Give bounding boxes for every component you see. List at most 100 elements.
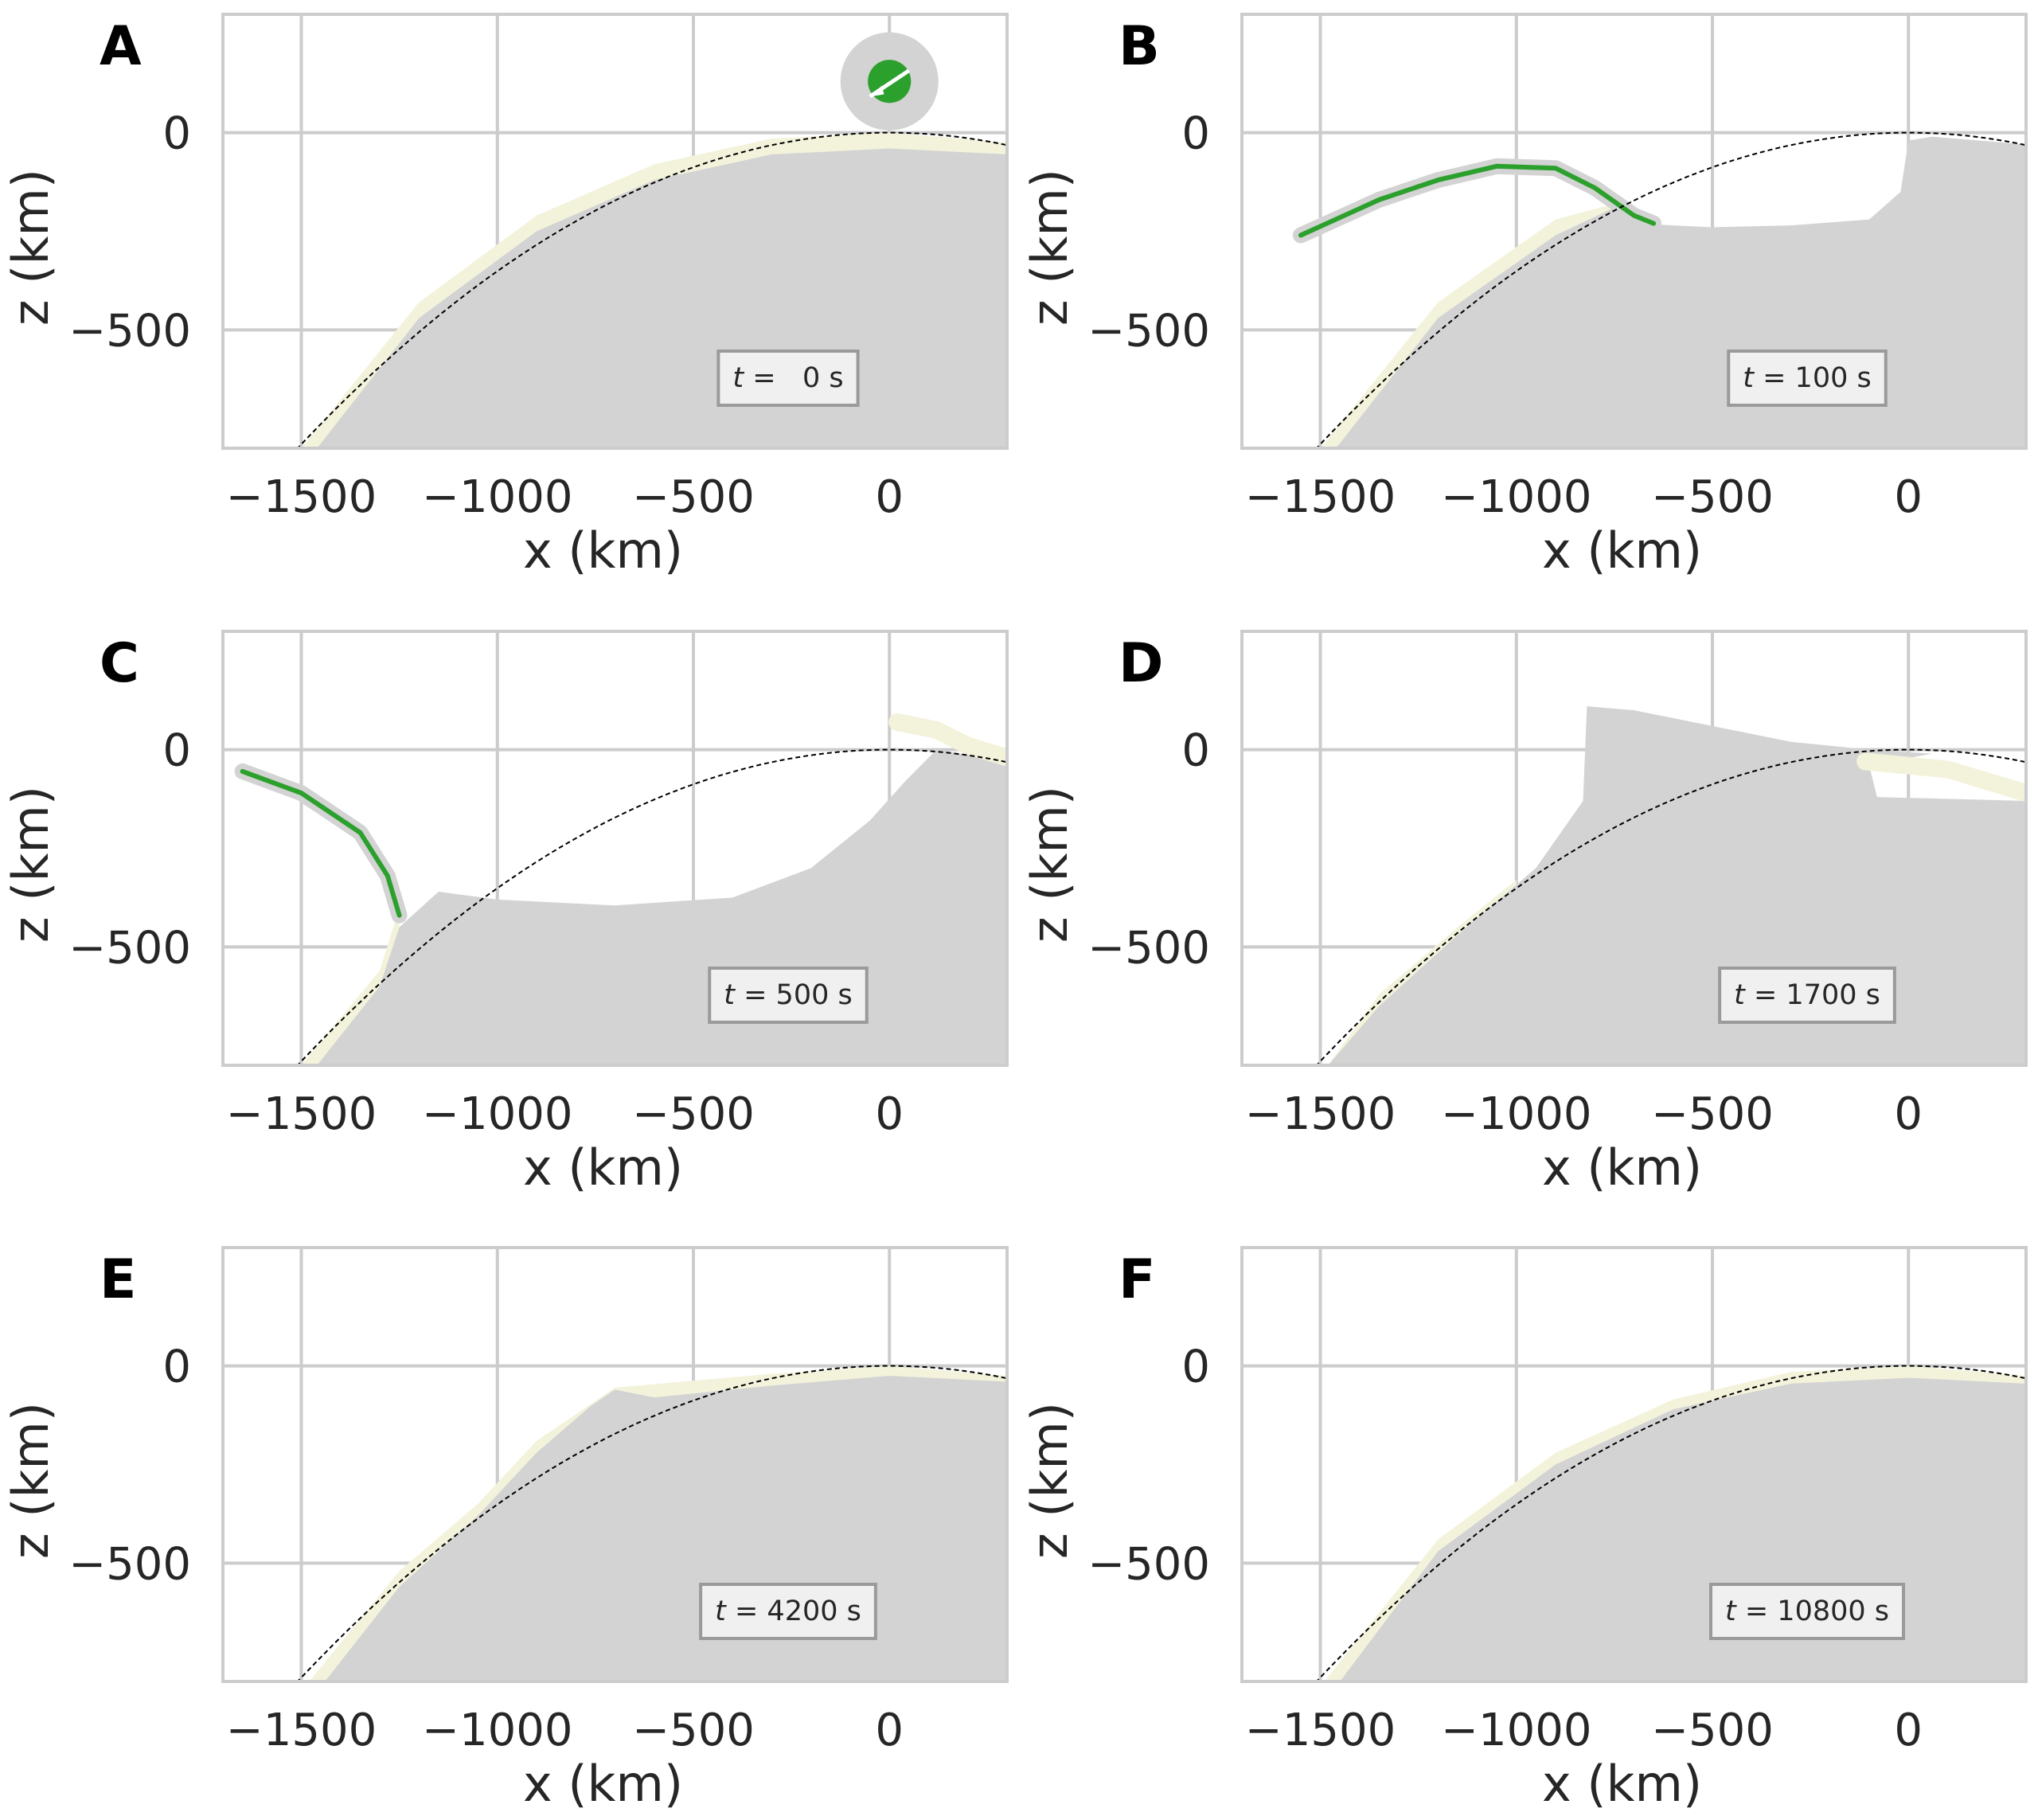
x-axis-label: x (km) (1542, 1755, 1702, 1813)
time-annotation: t = 4200 s (699, 1583, 877, 1640)
y-tick-label: 0 (162, 725, 191, 777)
panel-letter: E (100, 1248, 136, 1311)
time-annotation-box (708, 967, 869, 1024)
y-axis-label: z (km) (1021, 786, 1079, 943)
time-annotation: t = 10800 s (1708, 1583, 1906, 1640)
x-tick-label: 0 (1894, 1088, 1923, 1140)
x-tick-label: −1500 (226, 471, 377, 523)
y-axis-label: z (km) (1021, 1402, 1079, 1559)
y-tick-label: −500 (1087, 1538, 1210, 1590)
y-axis-label: z (km) (1021, 169, 1079, 326)
time-label: t = 10800 s (1725, 1595, 1889, 1627)
time-annotation: t = 0 s (716, 350, 860, 407)
panel-letter: C (100, 632, 139, 695)
time-label: t = 100 s (1743, 362, 1871, 394)
x-tick-label: −500 (1651, 1705, 1774, 1756)
y-tick-label: 0 (1181, 725, 1210, 777)
y-tick-label: 0 (1181, 1342, 1210, 1393)
impactor-material (1298, 163, 1657, 238)
x-tick-label: 0 (1894, 1705, 1923, 1756)
panel-letter: F (1119, 1248, 1155, 1311)
axes-frame (221, 1246, 1009, 1683)
x-axis-label: x (km) (1542, 521, 1702, 580)
time-value: = 100 s (1754, 362, 1872, 394)
y-axis-label: z (km) (2, 1402, 60, 1559)
x-axis-label: x (km) (523, 1138, 683, 1197)
time-symbol: t (715, 1595, 727, 1627)
x-axis-label: x (km) (523, 521, 683, 580)
y-axis-label: z (km) (2, 786, 60, 943)
time-annotation: t = 500 s (708, 967, 869, 1024)
panel-letter: A (100, 15, 142, 78)
time-label: t = 1700 s (1734, 979, 1880, 1011)
impact-arrow-head (869, 85, 884, 97)
panel-letter: D (1119, 632, 1163, 695)
y-tick-label: −500 (1087, 922, 1210, 974)
rim-flap (1856, 752, 2026, 803)
reference-surface (296, 1365, 1007, 1681)
reference-surface (1315, 748, 2026, 1065)
time-value: = 0 s (744, 362, 843, 394)
panel-C: −1500 −1000 −500 0 −500 0 x (km) z (km) Ct = 500… (2, 630, 1009, 1197)
y-tick-label: 0 (1181, 108, 1210, 160)
x-tick-label: −500 (1651, 1088, 1774, 1140)
y-tick-label: 0 (162, 1342, 191, 1393)
time-label: t = 4200 s (715, 1595, 861, 1627)
x-tick-label: 0 (875, 1088, 904, 1140)
time-symbol: t (732, 362, 744, 394)
reference-surface (296, 748, 1007, 1065)
reference-surface (1315, 1365, 2026, 1681)
time-symbol: t (1743, 362, 1755, 394)
x-tick-label: −1000 (1441, 1705, 1591, 1756)
x-axis-label: x (km) (1542, 1138, 1702, 1197)
time-value: = 1700 s (1745, 979, 1880, 1011)
y-tick-label: −500 (68, 922, 191, 974)
x-tick-label: −1500 (1245, 1088, 1396, 1140)
x-tick-label: −1000 (422, 471, 572, 523)
x-tick-label: −1500 (226, 1088, 377, 1140)
x-tick-label: 0 (1894, 471, 1923, 523)
x-tick-label: 0 (875, 471, 904, 523)
x-tick-label: −500 (632, 1705, 755, 1756)
x-tick-label: −1000 (422, 1705, 572, 1756)
x-tick-label: −1500 (226, 1705, 377, 1756)
x-tick-label: 0 (875, 1705, 904, 1756)
y-tick-label: 0 (162, 108, 191, 160)
reference-surface (1315, 131, 2026, 448)
y-axis-label: z (km) (2, 169, 60, 326)
x-tick-label: −500 (632, 1088, 755, 1140)
axes-frame (1240, 13, 2028, 450)
axes-frame (1240, 1246, 2028, 1683)
time-value: = 10800 s (1736, 1595, 1889, 1627)
panel-E: −1500 −1000 −500 0 −500 0 x (km) z (km) Et = 420… (2, 1246, 1009, 1813)
impactor-material (240, 768, 402, 918)
panel-F: −1500 −1000 −500 0 −500 0 x (km) z (km) Ft = 108… (1021, 1246, 2028, 1813)
x-tick-label: −1500 (1245, 471, 1396, 523)
time-annotation-box (1727, 350, 1888, 407)
reference-surface (296, 131, 1007, 448)
panel-D: −1500 −1000 −500 0 −500 0 x (km) z (km) Dt = 170… (1021, 630, 2028, 1197)
panel-letter: B (1119, 15, 1160, 78)
x-tick-label: −500 (1651, 471, 1774, 523)
time-label: t = 0 s (732, 362, 843, 394)
time-annotation: t = 100 s (1727, 350, 1888, 407)
time-label: t = 500 s (724, 979, 852, 1011)
x-axis-label: x (km) (523, 1755, 683, 1813)
time-symbol: t (1725, 1595, 1737, 1627)
y-tick-label: −500 (68, 305, 191, 357)
time-symbol: t (724, 979, 736, 1011)
x-tick-label: −500 (632, 471, 755, 523)
y-tick-label: −500 (1087, 305, 1210, 357)
x-tick-label: −1000 (1441, 1088, 1591, 1140)
axes-frame (1240, 630, 2028, 1067)
x-tick-label: −1000 (422, 1088, 572, 1140)
axes-frame (221, 13, 1009, 450)
panel-A: −1500 −1000 −500 0 −500 0 x (km) z (km) At = 0 s (2, 13, 1009, 580)
time-value: = 4200 s (726, 1595, 861, 1627)
time-annotation: t = 1700 s (1718, 967, 1896, 1024)
x-tick-label: −1500 (1245, 1705, 1396, 1756)
panel-B: −1500 −1000 −500 0 −500 0 x (km) z (km) Bt = 100… (1021, 13, 2028, 580)
time-annotation-box (1708, 1583, 1906, 1640)
time-annotation-box (699, 1583, 877, 1640)
